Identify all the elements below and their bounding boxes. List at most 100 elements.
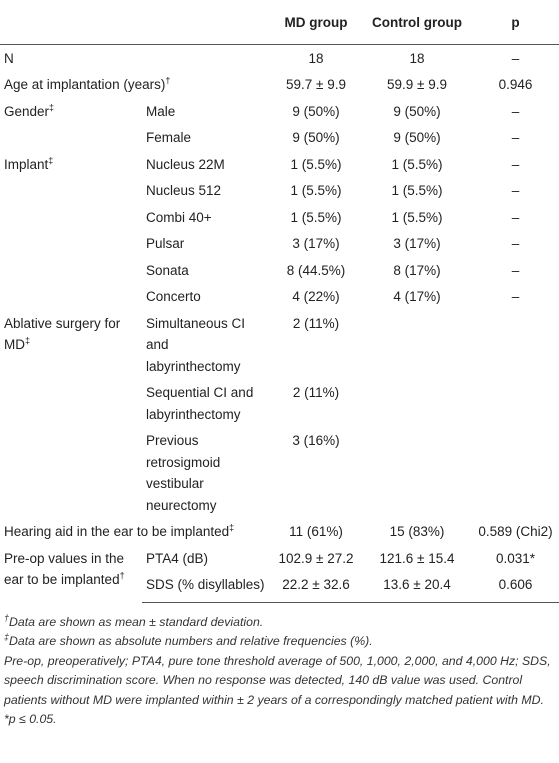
row-label [0,177,142,204]
table-row: SDS (% disyllables) 22.2 ± 32.6 13.6 ± 20.… [0,571,559,603]
value-cell: 2 (11%) [292,315,340,331]
row-sublabel: Concerto [146,289,201,304]
row-label: Hearing aid in the ear to be implanted‡ [0,518,270,545]
value-cell: 11 (61%) [289,524,343,539]
row-label [0,257,142,284]
row-sublabel: Pulsar [146,236,185,251]
row-label: Implant‡ [0,151,142,178]
table-row: Nucleus 512 1 (5.5%) 1 (5.5%) – [0,177,559,204]
row-label [0,283,142,310]
table-head: MD group Control group p [0,0,559,45]
value-cell: – [511,156,520,172]
value-cell: 0.946 [498,77,533,92]
value-cell: 18 [409,50,425,66]
value-cell: – [511,130,520,145]
row-label [0,230,142,257]
column-header: p [472,0,559,45]
value-cell: 2 (11%) [292,385,340,400]
value-cell [362,379,472,427]
value-cell: 8 (17%) [393,262,441,278]
row-sublabel: Nucleus 512 [146,183,222,198]
footnotes: †Data are shown as mean ± standard devia… [0,603,559,730]
value-cell: – [511,289,520,304]
label-text: Implant [4,156,49,172]
label-text: N [4,50,14,66]
row-sublabel: Nucleus 22M [146,156,225,172]
footnote-mark: ‡ [25,335,31,346]
header-row: MD group Control group p [0,0,559,45]
footnote-mark: † [4,612,10,623]
table-row: Female 9 (50%) 9 (50%) – [0,124,559,151]
value-cell [362,310,472,380]
row-label: Age at implantation (years)† [0,71,270,98]
table-row: Implant‡ Nucleus 22M 1 (5.5%) 1 (5.5%) – [0,151,559,178]
label-text: Gender [4,103,50,119]
value-cell: 1 (5.5%) [391,183,443,198]
row-sublabel: SDS (% disyllables) [142,571,270,603]
value-cell: – [511,262,520,278]
value-cell: 59.7 ± 9.9 [286,77,346,92]
value-cell: 102.9 ± 27.2 [278,550,354,566]
value-cell: 0.589 (Chi2) [478,524,553,539]
table-row: N 18 18 – [0,44,559,71]
row-label [0,379,142,427]
value-cell [472,310,559,380]
value-cell: – [511,50,520,66]
value-cell: 0.606 [472,571,559,603]
value-cell: 4 (17%) [393,289,441,304]
row-label [0,427,142,518]
value-cell: 4 (22%) [292,289,340,304]
row-sublabel: Previous retrosigmoid vestibular neurect… [146,433,221,513]
value-cell: – [511,103,520,119]
value-cell: 1 (5.5%) [391,209,443,225]
value-cell: 1 (5.5%) [290,183,342,198]
value-cell: 9 (50%) [393,130,441,145]
row-sublabel: Combi 40+ [146,209,212,225]
footnote: Pre-op, preoperatively; PTA4, pure tone … [4,652,555,730]
column-header: MD group [270,0,362,45]
row-sublabel: Simultaneous CI and labyrinthectomy [146,315,246,374]
table-row: Pulsar 3 (17%) 3 (17%) – [0,230,559,257]
table-row: Pre-op values in the ear to be implanted… [0,545,559,588]
row-label: Gender‡ [0,98,142,125]
value-cell: 3 (17%) [393,236,441,251]
footnote-mark: ‡ [48,155,54,165]
footnote-text: Data are shown as absolute numbers and r… [9,634,373,648]
value-cell: – [511,183,520,198]
value-cell: 3 (17%) [292,236,340,251]
value-cell [472,379,559,427]
value-cell: 15 (83%) [389,524,445,539]
value-cell: 3 (16%) [292,433,340,448]
value-cell: 18 [308,50,324,66]
table-row: Previous retrosigmoid vestibular neurect… [0,427,559,518]
footnote-mark: ‡ [229,522,235,533]
footnote-mark: ‡ [4,631,10,642]
value-cell [472,427,559,518]
value-cell: 9 (50%) [292,130,340,145]
footnote-mark: ‡ [49,102,55,112]
footnote: ‡Data are shown as absolute numbers and … [4,632,555,652]
row-label [0,204,142,231]
row-label: N [0,44,270,71]
value-cell: – [511,209,520,225]
value-cell: 22.2 ± 32.6 [270,571,362,603]
table-row: Gender‡ Male 9 (50%) 9 (50%) – [0,98,559,125]
value-cell: 8 (44.5%) [286,262,346,278]
value-cell: 1 (5.5%) [391,156,443,172]
row-sublabel: Sequential CI and labyrinthectomy [146,385,254,422]
table-row: Hearing aid in the ear to be implanted‡ 1… [0,518,559,545]
row-label: Pre-op values in the ear to be implanted… [0,545,142,603]
row-label: Ablative surgery for MD‡ [0,310,142,380]
row-sublabel: Sonata [146,262,189,278]
footnote-mark: † [119,570,125,581]
header-cell [142,0,270,45]
label-text: Hearing aid in the ear to be implanted [4,524,230,539]
column-header: Control group [362,0,472,45]
table-body: N 18 18 – Age at implantation (years)† 59.7 ±… [0,44,559,603]
value-cell: 121.6 ± 15.4 [379,550,455,566]
value-cell: 1 (5.5%) [290,209,342,225]
value-cell: 59.9 ± 9.9 [387,77,447,92]
footnote: †Data are shown as mean ± standard devia… [4,613,555,633]
value-cell: – [511,236,520,251]
